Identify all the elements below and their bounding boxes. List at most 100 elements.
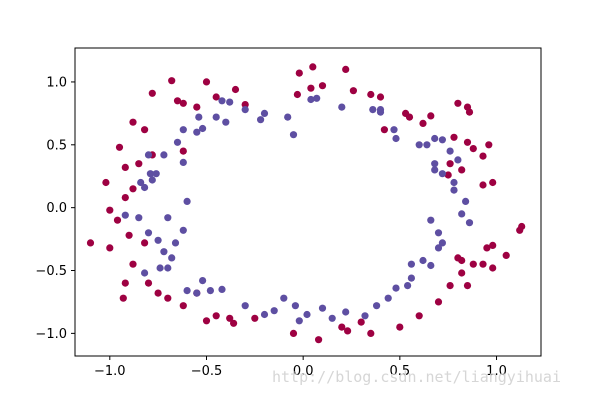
point-class-1-61	[270, 307, 278, 315]
point-class-0-57	[212, 312, 220, 320]
point-class-0-52	[119, 294, 127, 302]
point-class-0-47	[125, 231, 133, 239]
x-tick-label-0: −1.0	[94, 364, 126, 379]
point-class-0-6	[173, 97, 182, 105]
point-class-0-82	[463, 282, 472, 290]
point-class-1-82	[260, 109, 269, 117]
point-class-1-75	[154, 236, 162, 244]
point-class-1-17	[284, 113, 292, 121]
point-class-1-73	[160, 248, 168, 256]
point-class-0-42	[121, 194, 129, 202]
point-class-1-55	[328, 314, 336, 322]
point-class-1-22	[313, 94, 321, 102]
x-tick-label-3: 0.5	[390, 364, 411, 379]
point-class-0-11	[241, 101, 249, 109]
point-class-1-34	[431, 166, 439, 174]
point-class-1-9	[148, 176, 156, 184]
point-class-0-38	[489, 178, 497, 187]
point-class-0-69	[415, 312, 423, 320]
point-class-0-55	[179, 302, 187, 310]
point-class-1-58	[295, 317, 303, 325]
x-axis-ticks: −1.0 −0.5 0.0 0.5 1.0	[94, 356, 507, 379]
point-class-1-6	[160, 151, 168, 159]
point-class-0-79	[483, 244, 491, 252]
point-class-1-50	[392, 284, 400, 292]
point-class-0-25	[129, 118, 137, 126]
point-class-0-83	[458, 256, 466, 265]
point-class-1-12	[141, 183, 149, 192]
point-class-0-80	[489, 241, 497, 249]
point-class-0-27	[115, 143, 124, 151]
point-class-0-46	[106, 244, 114, 252]
point-class-1-71	[141, 269, 149, 277]
y-axis-ticks: −1.0 −0.5 0.0 0.5 1.0	[35, 75, 75, 342]
point-class-1-77	[135, 214, 143, 222]
point-class-0-26	[141, 126, 149, 134]
point-class-1-21	[307, 95, 315, 104]
point-class-0-64	[357, 318, 365, 326]
point-class-0-59	[230, 319, 238, 327]
point-class-1-60	[280, 294, 288, 302]
point-class-1-26	[392, 134, 400, 143]
point-class-1-31	[446, 147, 454, 155]
point-class-0-20	[465, 108, 474, 116]
point-class-1-13	[137, 178, 145, 187]
point-class-0-71	[446, 282, 454, 290]
point-class-1-67	[193, 289, 201, 297]
point-class-1-57	[303, 310, 311, 319]
y-tick-label-1: −0.5	[35, 264, 67, 279]
point-class-1-56	[318, 304, 327, 312]
point-class-0-78	[516, 226, 524, 234]
point-class-1-40	[465, 219, 474, 227]
point-class-1-39	[458, 210, 466, 218]
point-class-0-51	[144, 279, 153, 287]
point-class-1-51	[384, 294, 392, 302]
point-class-1-3	[199, 124, 207, 133]
x-tick-label-4: 1.0	[486, 364, 507, 379]
point-class-1-79	[164, 214, 172, 222]
point-class-1-68	[183, 287, 191, 295]
point-class-1-63	[241, 302, 249, 310]
point-class-0-65	[338, 323, 346, 331]
point-class-1-54	[342, 308, 350, 316]
point-class-1-42	[434, 229, 443, 237]
point-class-1-78	[121, 211, 129, 219]
point-class-0-23	[402, 109, 410, 117]
point-class-0-3	[202, 78, 211, 86]
point-class-0-35	[446, 160, 454, 168]
point-class-1-29	[431, 134, 439, 143]
point-class-0-24	[419, 119, 427, 127]
point-class-0-53	[154, 289, 162, 297]
point-class-0-86	[380, 126, 388, 134]
point-class-0-61	[251, 314, 259, 322]
point-class-0-50	[121, 279, 129, 287]
point-class-1-11	[152, 170, 160, 178]
point-class-1-83	[338, 103, 346, 111]
point-class-1-18	[289, 131, 298, 139]
point-class-0-43	[106, 206, 114, 214]
point-class-0-75	[489, 264, 497, 272]
y-tick-label-2: 0.0	[46, 201, 67, 216]
point-class-0-18	[454, 99, 462, 107]
point-class-1-36	[450, 178, 458, 187]
point-class-1-1	[226, 98, 234, 106]
point-class-1-23	[369, 106, 377, 114]
point-class-1-4	[179, 126, 187, 134]
point-class-1-53	[361, 312, 369, 320]
point-class-0-10	[231, 85, 240, 94]
point-class-0-12	[307, 84, 315, 92]
point-class-0-44	[113, 216, 122, 224]
point-class-0-41	[129, 185, 137, 193]
point-class-0-36	[458, 166, 466, 174]
point-class-1-37	[450, 186, 458, 194]
point-class-0-73	[469, 260, 477, 268]
point-class-0-68	[396, 323, 404, 331]
point-class-1-74	[171, 239, 180, 247]
point-class-1-72	[168, 254, 176, 262]
point-class-0-76	[502, 251, 510, 259]
point-class-0-58	[202, 317, 211, 325]
point-class-0-63	[315, 336, 323, 344]
point-class-0-32	[463, 138, 472, 146]
point-class-0-70	[434, 298, 443, 306]
